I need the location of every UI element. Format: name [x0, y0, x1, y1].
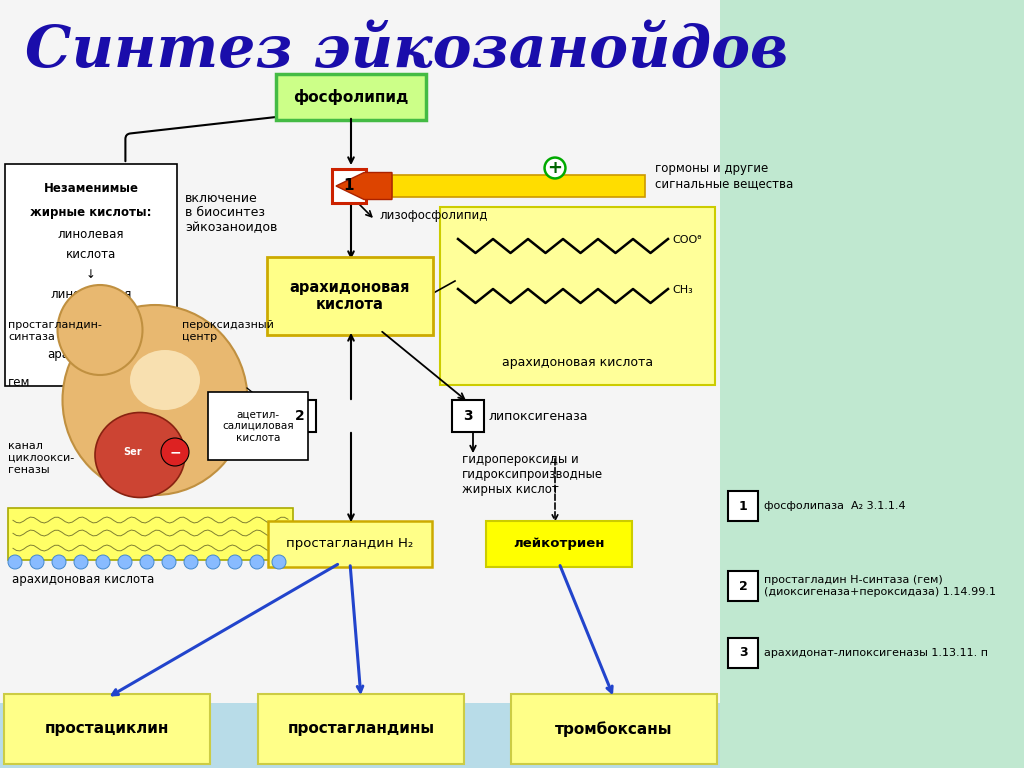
Text: 1: 1 [344, 178, 354, 194]
Text: ↓: ↓ [86, 327, 96, 340]
Circle shape [30, 555, 44, 569]
Circle shape [52, 555, 66, 569]
Text: пероксидазный
центр: пероксидазный центр [182, 320, 273, 342]
Bar [8, 508, 293, 560]
Text: арахидонат-липоксигеназы 1.13.11. п: арахидонат-липоксигеназы 1.13.11. п [764, 648, 988, 658]
Text: 3: 3 [463, 409, 473, 423]
Circle shape [96, 555, 110, 569]
Text: арахидоновая кислота: арахидоновая кислота [12, 574, 155, 587]
Text: простагладин Н-синтаза (гем)
(диоксигеназа+пероксидаза) 1.14.99.1: простагладин Н-синтаза (гем) (диоксигена… [764, 575, 996, 597]
Text: −: − [169, 445, 181, 459]
FancyBboxPatch shape [728, 571, 758, 601]
Text: лизофосфолипид: лизофосфолипид [380, 210, 488, 223]
Text: Синтез эйкозанойдов: Синтез эйкозанойдов [25, 23, 788, 80]
Text: канал
циклоокси-
геназы: канал циклоокси- геназы [8, 442, 75, 475]
FancyBboxPatch shape [258, 694, 464, 764]
Circle shape [118, 555, 132, 569]
Text: 1: 1 [738, 499, 748, 512]
Text: CH₃: CH₃ [672, 285, 693, 295]
Bar [720, 0, 1024, 768]
FancyBboxPatch shape [276, 74, 426, 120]
Bar [0, 0, 720, 703]
FancyBboxPatch shape [440, 207, 715, 385]
Text: кислота: кислота [66, 309, 116, 322]
Circle shape [272, 555, 286, 569]
Text: лейкотриен: лейкотриен [513, 538, 605, 551]
Text: простагландин-
синтаза: простагландин- синтаза [8, 320, 101, 342]
Text: ацетил-
салициловая
кислота: ацетил- салициловая кислота [222, 409, 294, 442]
Text: арахидоновая
кислота: арахидоновая кислота [290, 280, 411, 313]
Text: фосфолипид: фосфолипид [293, 89, 409, 105]
Text: включение
в биосинтез
эйкозаноидов: включение в биосинтез эйкозаноидов [185, 191, 278, 234]
Text: простациклин: простациклин [45, 721, 169, 737]
Text: жирные кислоты:: жирные кислоты: [31, 206, 152, 219]
FancyBboxPatch shape [208, 392, 308, 460]
FancyArrow shape [336, 173, 392, 200]
Circle shape [161, 438, 189, 466]
Text: простагландин Н₂: простагландин Н₂ [287, 538, 414, 551]
FancyBboxPatch shape [452, 400, 484, 432]
FancyBboxPatch shape [728, 491, 758, 521]
Text: тромбоксаны: тромбоксаны [555, 721, 673, 737]
Text: +: + [548, 159, 562, 177]
Text: 3: 3 [738, 647, 748, 660]
FancyBboxPatch shape [5, 164, 177, 386]
Text: арахидоновая: арахидоновая [47, 349, 135, 362]
Text: простагландины: простагландины [288, 721, 434, 737]
Circle shape [162, 555, 176, 569]
Text: гем: гем [8, 376, 31, 389]
Circle shape [74, 555, 88, 569]
FancyBboxPatch shape [728, 638, 758, 668]
Text: 2: 2 [738, 580, 748, 592]
Text: Незаменимые: Незаменимые [43, 182, 138, 195]
Text: кислота: кислота [66, 369, 116, 382]
Circle shape [184, 555, 198, 569]
Text: ↓: ↓ [86, 267, 96, 280]
Circle shape [140, 555, 154, 569]
FancyBboxPatch shape [486, 521, 632, 567]
Ellipse shape [62, 305, 248, 495]
FancyBboxPatch shape [332, 169, 366, 203]
Circle shape [228, 555, 242, 569]
Text: кислота: кислота [66, 249, 116, 261]
Text: COOᶿ: COOᶿ [672, 235, 701, 245]
FancyBboxPatch shape [268, 521, 432, 567]
FancyBboxPatch shape [511, 694, 717, 764]
Ellipse shape [95, 412, 185, 498]
Text: гидропероксиды и
гидроксипроизводные
жирных кислот: гидропероксиды и гидроксипроизводные жир… [462, 453, 603, 496]
FancyBboxPatch shape [4, 694, 210, 764]
Text: гормоны и другие
сигнальные вещества: гормоны и другие сигнальные вещества [655, 162, 794, 190]
Text: 2: 2 [295, 409, 305, 423]
Ellipse shape [57, 285, 142, 375]
Circle shape [250, 555, 264, 569]
FancyArrow shape [392, 175, 645, 197]
Circle shape [8, 555, 22, 569]
Text: линолевая: линолевая [57, 229, 124, 241]
Text: линоленовая: линоленовая [50, 289, 132, 302]
Text: арахидоновая кислота: арахидоновая кислота [502, 356, 653, 369]
Text: фосфолипаза  А₂ 3.1.1.4: фосфолипаза А₂ 3.1.1.4 [764, 501, 905, 511]
Ellipse shape [130, 350, 200, 410]
Text: Ser: Ser [124, 447, 142, 457]
FancyBboxPatch shape [284, 400, 316, 432]
Circle shape [206, 555, 220, 569]
Text: липоксигеназа: липоксигеназа [488, 409, 588, 422]
FancyBboxPatch shape [267, 257, 433, 335]
